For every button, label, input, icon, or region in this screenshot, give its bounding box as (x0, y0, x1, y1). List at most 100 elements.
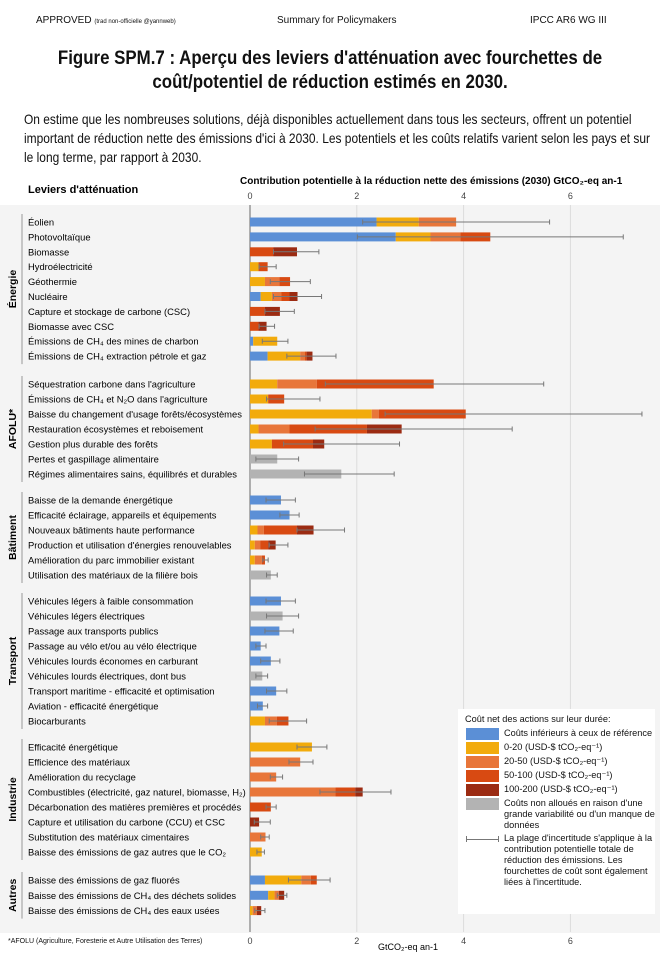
footnote: *AFOLU (Agriculture, Foresterie et Autre… (8, 938, 203, 945)
legend-label: Coûts inférieurs à ceux de référence (504, 728, 653, 738)
bar-segment-y (250, 439, 272, 449)
lever-label: Décarbonation des matières premières et … (28, 802, 241, 813)
lever-label: Efficience des matériaux (28, 757, 130, 768)
x-axis-title-top: Contribution potentielle à la réduction … (240, 176, 623, 187)
legend-item: 100-200 (USD-$ tCO₂-eq⁻¹) (466, 784, 655, 796)
lever-label: Restauration écosystèmes et reboisement (28, 424, 203, 435)
bar-segment-r (250, 306, 265, 316)
bar-segment-r (250, 247, 274, 257)
bar-segment-r (260, 540, 269, 550)
lever-label: Nucléaire (28, 291, 68, 302)
sector-label: AFOLU* (7, 408, 19, 449)
x-tick-label-bottom: 2 (354, 936, 359, 946)
bar-segment-y (250, 424, 259, 434)
bar-segment-y (268, 890, 275, 900)
bar-segment-o (254, 540, 261, 550)
bar-segment-blue (250, 292, 261, 301)
lever-label: Véhicules lourds économes en carburant (28, 656, 198, 667)
lever-label: Régimes alimentaires sains, équilibrés e… (28, 469, 237, 480)
sector-label: Énergie (6, 270, 19, 309)
bar-segment-o (258, 424, 290, 434)
legend-item: Coûts non alloués en raison d'une grande… (466, 798, 655, 831)
bar-segment-blue (250, 641, 261, 651)
bar-segment-g (250, 570, 271, 580)
lever-label: Baisse du changement d'usage forêts/écos… (28, 409, 242, 420)
legend-item: 50-100 (USD-$ tCO₂-eq⁻¹) (466, 770, 655, 782)
lever-label: Substitution des matériaux cimentaires (28, 832, 189, 843)
lever-label: Production et utilisation d'énergies ren… (28, 540, 232, 551)
y-axis-title: Leviers d'atténuation (28, 184, 138, 196)
bar-segment-y (250, 716, 265, 726)
x-tick-label-top: 4 (461, 191, 466, 201)
bar-segment-o (277, 379, 317, 389)
lever-label: Éolien (28, 217, 54, 228)
bar-segment-blue (250, 495, 281, 505)
lever-label: Baisse de la demande énergétique (28, 495, 173, 506)
bar-segment-o (274, 890, 279, 900)
bar-segment-y (250, 555, 255, 565)
lever-label: Combustibles (électricité, gaz naturel, … (28, 787, 246, 798)
legend-swatch (466, 728, 499, 740)
legend-uncertainty-label: La plage d'incertitude s'applique à la c… (504, 833, 653, 887)
lever-label: Amélioration du recyclage (28, 772, 136, 783)
legend-label: 20-50 (USD-$ tCO₂-eq⁻¹) (504, 756, 608, 766)
lever-label: Biomasse avec CSC (28, 321, 114, 332)
translation-note: (trad non-officielle @yannweb) (94, 19, 176, 25)
lever-label: Baisse des émissions de CH₄ des déchets … (28, 890, 236, 901)
x-tick-label-bottom: 4 (461, 936, 466, 946)
bar-segment-blue (250, 510, 290, 520)
lever-label: Baisse des émissions de gaz autres que l… (28, 847, 226, 858)
sector-label: Autres (7, 879, 19, 912)
bar-segment-blue (250, 596, 281, 606)
bar-segment-y (250, 847, 262, 857)
bar-segment-y (250, 277, 265, 287)
header-left: APPROVED (trad non-officielle @yannweb) (36, 15, 176, 26)
lever-label: Amélioration du parc immobilier existant (28, 555, 195, 566)
legend-title: Coût net des actions sur leur durée: (465, 714, 611, 724)
bar-segment-blue (250, 217, 377, 227)
bar-segment-y (250, 394, 269, 404)
bar-segment-blue (250, 875, 265, 885)
bar-segment-g (250, 469, 342, 479)
lever-label: Pertes et gaspillage alimentaire (28, 454, 159, 465)
legend-swatch (466, 742, 499, 754)
bar-segment-y (250, 906, 253, 916)
bar-segment-r (250, 802, 271, 812)
lever-label: Véhicules légers à faible consommation (28, 596, 193, 607)
x-axis-title-bottom: GtCO₂-eq an-1 (378, 942, 438, 952)
legend-label: 100-200 (USD-$ tCO₂-eq⁻¹) (504, 784, 618, 794)
bar-segment-blue (250, 232, 396, 242)
lever-label: Aviation - efficacité énergétique (28, 701, 158, 712)
bar-segment-o (250, 787, 336, 797)
lever-label: Transport maritime - efficacité et optim… (28, 686, 215, 697)
lever-label: Photovoltaïque (28, 231, 91, 242)
legend-swatch (466, 784, 499, 796)
bar-segment-y (260, 292, 272, 301)
bar-segment-o (254, 555, 262, 565)
sector-label: Bâtiment (7, 515, 19, 560)
legend-item: Coûts inférieurs à ceux de référence (466, 728, 655, 740)
x-tick-label-top: 0 (247, 191, 252, 201)
legend-item: 0-20 (USD-$ tCO₂-eq⁻¹) (466, 742, 655, 754)
lever-label: Séquestration carbone dans l'agriculture (28, 379, 196, 390)
lever-label: Émissions de CH₄ des mines de charbon (28, 336, 199, 347)
bar-segment-blue (250, 686, 277, 696)
sector-label: Industrie (7, 777, 19, 821)
bar-segment-y (250, 262, 259, 272)
intro-paragraph: On estime que les nombreuses solutions, … (24, 112, 651, 165)
legend-label: 50-100 (USD-$ tCO₂-eq⁻¹) (504, 770, 613, 780)
lever-label: Véhicules légers électriques (28, 611, 145, 622)
legend-item: 20-50 (USD-$ tCO₂-eq⁻¹) (466, 756, 655, 768)
x-tick-label-top: 2 (354, 191, 359, 201)
figure-title: Figure SPM.7 : Aperçu des leviers d'atté… (57, 47, 603, 93)
header-right: IPCC AR6 WG III (530, 15, 607, 26)
lever-label: Biocarburants (28, 716, 86, 727)
lever-label: Passage aux transports publics (28, 626, 159, 637)
approved-status: APPROVED (36, 15, 92, 26)
legend-swatch (466, 798, 499, 810)
lever-label: Géothermie (28, 276, 77, 287)
bar-segment-y (250, 540, 255, 550)
legend: Coût net des actions sur leur durée: Coû… (458, 709, 655, 914)
legend-swatch (466, 770, 499, 782)
lever-label: Efficacité énergétique (28, 742, 118, 753)
